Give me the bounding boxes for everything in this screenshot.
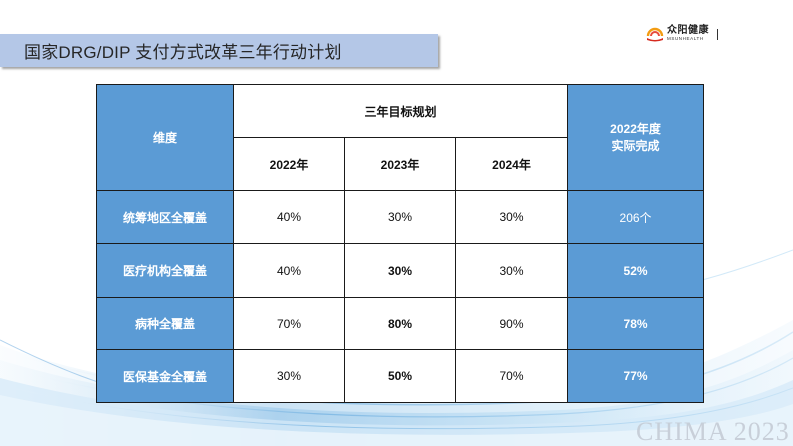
cell-actual: 206个 xyxy=(567,190,705,244)
cell-2022: 40% xyxy=(233,243,345,298)
header-dimension: 维度 xyxy=(96,84,234,191)
drg-dip-plan-table: 维度 三年目标规划 2022年度 实际完成 2022年 2023年 2024年 … xyxy=(96,84,705,403)
header-2022-actual: 2022年度 实际完成 xyxy=(567,84,705,191)
table-row: 统筹地区全覆盖 40% 30% 30% 206个 xyxy=(96,190,705,244)
header-2022-actual-line1: 2022年度 xyxy=(610,121,661,136)
cell-2024: 90% xyxy=(454,297,569,350)
row-dimension: 医疗机构全覆盖 xyxy=(96,243,234,298)
row-dimension: 医保基金全覆盖 xyxy=(96,349,234,403)
header-three-year-plan: 三年目标规划 xyxy=(232,84,569,138)
conference-watermark: CHIMA 2023 xyxy=(636,417,790,446)
cell-2022: 40% xyxy=(233,190,345,244)
title-bar: 国家DRG/DIP 支付方式改革三年行动计划 xyxy=(0,34,438,67)
cell-2022: 30% xyxy=(233,349,345,403)
cell-actual: 52% xyxy=(567,243,705,298)
table-row: 医保基金全覆盖 30% 50% 70% 77% xyxy=(96,349,705,403)
header-2022-actual-line2: 实际完成 xyxy=(611,138,660,153)
company-logo: 众阳健康 MSUNHEALTH xyxy=(646,24,718,44)
row-dimension: 统筹地区全覆盖 xyxy=(96,190,234,244)
logo-text-cn: 众阳健康 xyxy=(667,25,709,37)
table-row: 病种全覆盖 70% 80% 90% 78% xyxy=(96,297,705,350)
cell-2023: 30% xyxy=(344,190,456,244)
cell-actual: 77% xyxy=(567,349,705,403)
header-year-2022: 2022年 xyxy=(233,137,345,191)
row-dimension: 病种全覆盖 xyxy=(96,297,234,350)
cell-2024: 30% xyxy=(454,190,569,244)
table-row: 医疗机构全覆盖 40% 30% 30% 52% xyxy=(96,243,705,298)
cell-2023: 30% xyxy=(344,243,456,298)
cell-2023: 80% xyxy=(344,297,456,350)
cell-2023: 50% xyxy=(344,349,456,403)
cell-2022: 70% xyxy=(233,297,345,350)
logo-divider xyxy=(717,28,718,40)
cell-2024: 30% xyxy=(454,243,569,298)
cell-2024: 70% xyxy=(454,349,569,403)
cell-actual: 78% xyxy=(567,297,705,350)
logo-text-en: MSUNHEALTH xyxy=(667,36,704,42)
header-year-2024: 2024年 xyxy=(454,137,569,191)
logo-sun-icon xyxy=(646,27,664,42)
header-year-2023: 2023年 xyxy=(344,137,456,191)
page-title: 国家DRG/DIP 支付方式改革三年行动计划 xyxy=(24,43,342,62)
